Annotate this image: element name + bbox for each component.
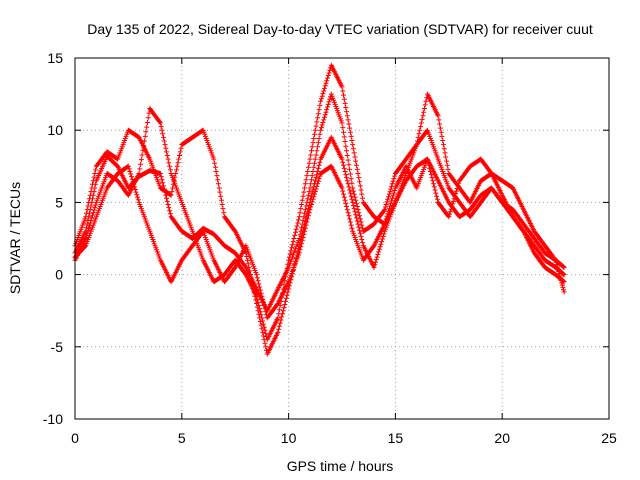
chart-title: Day 135 of 2022, Sidereal Day-to-day VTE… xyxy=(87,21,593,37)
y-tick-labels: -10 -5 0 5 10 15 xyxy=(43,50,63,427)
series-track-4 xyxy=(72,156,567,321)
x-tick-label: 15 xyxy=(388,430,404,446)
plot-frame xyxy=(74,57,610,420)
x-axis-label: GPS time / hours xyxy=(287,458,394,474)
x-tick-label: 20 xyxy=(494,430,510,446)
x-tick-label: 25 xyxy=(601,430,617,446)
y-tick-label: 0 xyxy=(55,267,63,283)
x-tick-label: 10 xyxy=(281,430,297,446)
y-tick-label: 15 xyxy=(47,50,63,66)
x-tick-label: 5 xyxy=(178,430,186,446)
y-tick-label: 10 xyxy=(47,122,63,138)
series-markers xyxy=(72,127,567,357)
axis-ticks xyxy=(74,57,610,420)
y-axis-label: SDTVAR / TECUs xyxy=(7,182,23,294)
y-tick-label: -5 xyxy=(51,339,64,355)
series-markers xyxy=(72,156,567,321)
data-points xyxy=(72,62,567,357)
x-tick-labels: 0 5 10 15 20 25 xyxy=(71,430,617,446)
y-tick-label: 5 xyxy=(55,194,63,210)
y-tick-label: -10 xyxy=(43,411,63,427)
x-tick-label: 0 xyxy=(71,430,79,446)
series-track-2 xyxy=(72,127,567,357)
